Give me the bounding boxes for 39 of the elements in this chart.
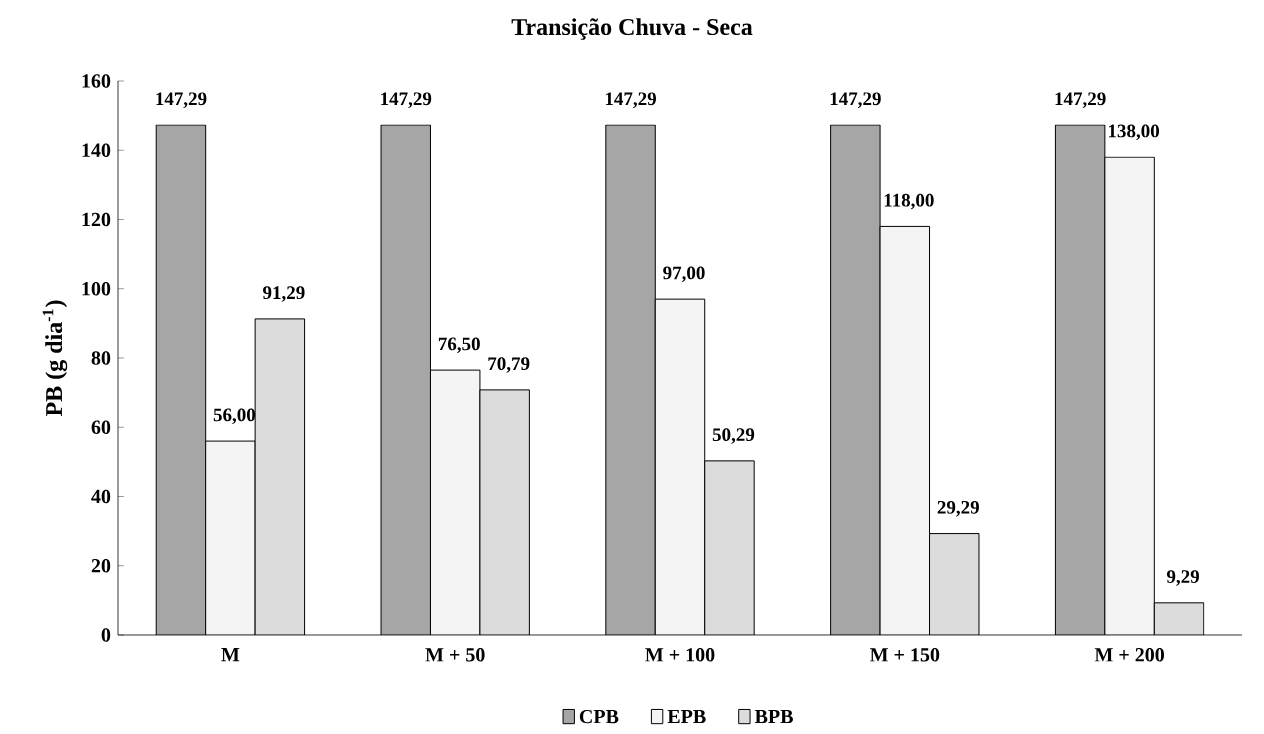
data-label: 118,00	[884, 193, 934, 210]
x-tick-label: M + 150	[870, 648, 940, 662]
data-label: 138,00	[1109, 124, 1159, 141]
x-tick-label: M + 50	[425, 648, 485, 662]
data-label: 147,29	[1055, 92, 1106, 108]
y-axis-title: PB (g dia$^{-1}$)	[42, 300, 68, 417]
data-label: 147,29	[830, 92, 881, 108]
bar	[1153, 602, 1205, 635]
x-tick-label: M + 100	[645, 648, 715, 662]
y-tick-label: 80	[91, 351, 111, 365]
legend-label: BPB	[754, 709, 793, 724]
data-label: 70,79	[488, 357, 530, 373]
bar	[255, 318, 305, 635]
chart-title: Transição Chuva - Seca	[511, 18, 753, 40]
bar	[929, 533, 979, 635]
y-tick-label: 20	[91, 558, 111, 573]
data-label: 76,50	[438, 337, 480, 354]
data-label: 56,00	[213, 408, 256, 424]
data-label: 147,29	[381, 92, 432, 108]
data-label: 147,29	[605, 92, 656, 108]
data-label: 29,29	[937, 500, 979, 517]
y-tick-label: 160	[82, 74, 111, 88]
x-tick-label: M + 200	[1094, 648, 1164, 662]
legend-label: CPB	[579, 709, 619, 724]
y-tick-label: 140	[82, 143, 111, 157]
bar	[704, 460, 755, 635]
data-label: 97,00	[663, 266, 705, 283]
y-tick-label: 100	[82, 281, 111, 296]
legend-label: EPB	[667, 709, 706, 724]
data-label: 50,29	[712, 428, 755, 444]
y-tick-label: 40	[91, 489, 111, 504]
data-label: 147,29	[156, 92, 207, 108]
y-tick-label: 60	[91, 420, 111, 434]
x-tick-label: M	[221, 648, 240, 662]
data-label: 9,29	[1166, 570, 1199, 586]
y-tick-label: 0	[101, 628, 111, 642]
y-tick-label: 120	[82, 212, 111, 227]
bar	[479, 389, 530, 635]
data-label: 91,29	[263, 286, 305, 302]
